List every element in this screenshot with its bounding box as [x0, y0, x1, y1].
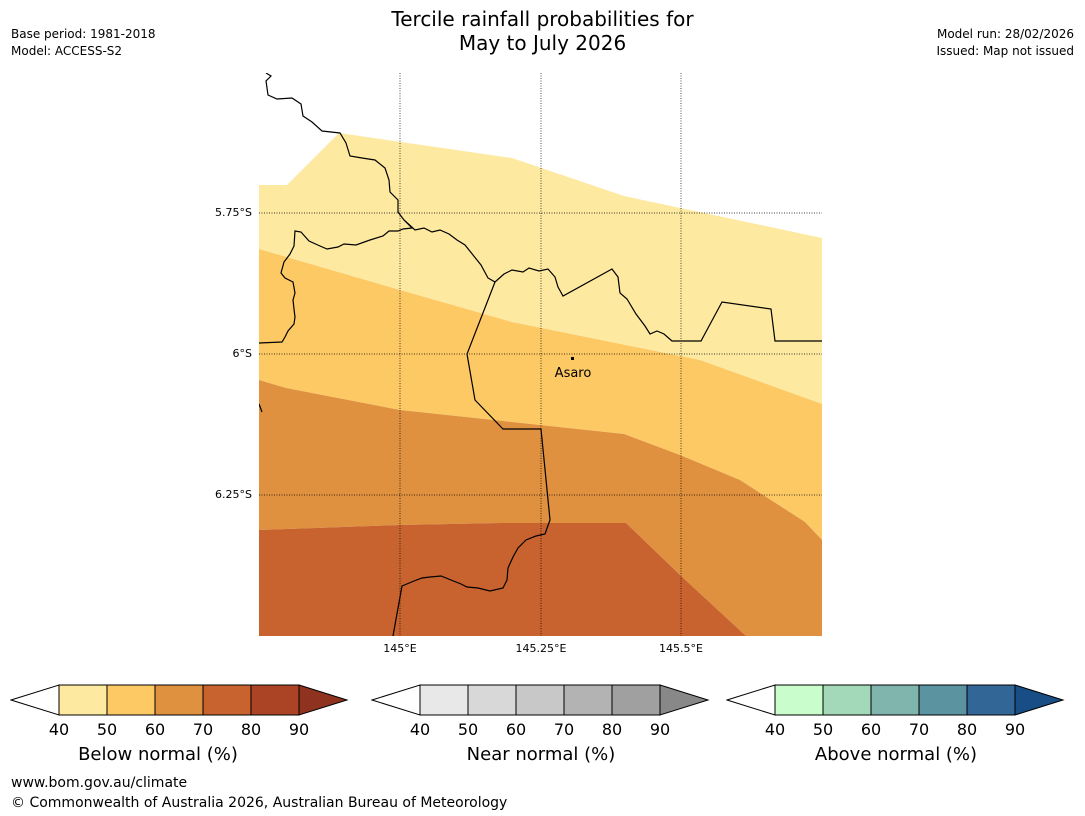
- legend-title-below: Below normal (%): [78, 744, 238, 765]
- band-70-80: [259, 523, 746, 636]
- probability-map[interactable]: Asaro: [0, 0, 1085, 640]
- province-boundaries: [259, 73, 822, 636]
- colorbar-segment-80-90: [250, 684, 300, 716]
- lon-label-145: 145°E: [383, 642, 417, 655]
- colorbar-ticks: 40 50 60 70 80 90: [726, 720, 1066, 740]
- colorbar-segment-80-90: [966, 684, 1016, 716]
- colorbar-segment-80-90: [611, 684, 661, 716]
- tick-label: 80: [956, 720, 978, 739]
- boundary-south: [392, 281, 551, 636]
- base-period-text: Base period: 1981-2018: [11, 27, 156, 41]
- map-title-line2: May to July 2026: [458, 31, 627, 55]
- lat-label-5.75: 5.75°S: [215, 206, 252, 219]
- colorbar-segment-40-50: [774, 684, 824, 716]
- lat-label-6.25: 6.25°S: [215, 488, 252, 501]
- boundary-north-west: [259, 73, 414, 344]
- tick-label: 80: [240, 720, 262, 739]
- asaro-marker[interactable]: [571, 357, 574, 360]
- asaro-label: Asaro: [555, 366, 592, 381]
- tick-label: 40: [764, 720, 786, 739]
- colorbar-segment-60-70: [870, 684, 920, 716]
- lon-label-145.25: 145.25°E: [515, 642, 567, 655]
- lon-label-145.5: 145.5°E: [659, 642, 703, 655]
- tick-label: 70: [908, 720, 930, 739]
- band-50-60: [259, 249, 822, 540]
- lat-label-6: 6°S: [232, 347, 252, 360]
- colorbar-segment-40-50: [419, 684, 469, 716]
- colorbar-right-arrow: [1014, 684, 1065, 716]
- colorbar-segment-70-80: [563, 684, 613, 716]
- tick-label: 90: [649, 720, 671, 739]
- colorbar-segment-50-60: [106, 684, 156, 716]
- tick-label: 50: [457, 720, 479, 739]
- colorbar-segment-60-70: [154, 684, 204, 716]
- tick-label: 50: [96, 720, 118, 739]
- footer-copyright: © Commonwealth of Australia 2026, Austra…: [11, 795, 508, 811]
- colorbar-left-arrow: [371, 684, 421, 716]
- colorbar-ticks: 40 50 60 70 80 90: [371, 720, 711, 740]
- colorbar-left-arrow: [10, 684, 60, 716]
- colorbar-above-normal: [726, 684, 1065, 716]
- boundary-central: [403, 219, 822, 342]
- legend-title-above: Above normal (%): [814, 744, 978, 765]
- boundary-west-fragment: [259, 403, 263, 413]
- legend-near-normal: 40 50 60 70 80 90 Near normal (%): [371, 684, 711, 774]
- model-text: Model: ACCESS-S2: [11, 44, 123, 58]
- issued-text: Issued: Map not issued: [936, 44, 1074, 58]
- colorbar-left-arrow: [726, 684, 776, 716]
- tick-label: 80: [601, 720, 623, 739]
- legend-below-normal: 40 50 60 70 80 90 Below normal (%): [10, 684, 350, 774]
- tick-label: 70: [192, 720, 214, 739]
- meta-left: Base period: 1981-2018 Model: ACCESS-S2: [11, 26, 156, 60]
- colorbar-right-arrow: [298, 684, 349, 716]
- probability-bands: [259, 73, 822, 636]
- footer-url[interactable]: www.bom.gov.au/climate: [11, 775, 188, 791]
- tick-label: 60: [860, 720, 882, 739]
- legend-title-near: Near normal (%): [466, 744, 616, 765]
- colorbar-segment-50-60: [467, 684, 517, 716]
- legend-above-normal: 40 50 60 70 80 90 Above normal (%): [726, 684, 1066, 774]
- colorbar-segment-40-50: [58, 684, 108, 716]
- colorbar-segment-70-80: [202, 684, 252, 716]
- tick-label: 40: [48, 720, 70, 739]
- tick-label: 60: [144, 720, 166, 739]
- colorbar-segment-50-60: [822, 684, 872, 716]
- tick-label: 60: [505, 720, 527, 739]
- colorbar-ticks: 40 50 60 70 80 90: [10, 720, 350, 740]
- colorbar-below-normal: [10, 684, 349, 716]
- tick-label: 50: [812, 720, 834, 739]
- colorbar-near-normal: [371, 684, 710, 716]
- tick-label: 70: [553, 720, 575, 739]
- colorbar-segment-60-70: [515, 684, 565, 716]
- meta-right: Model run: 28/02/2026 Issued: Map not is…: [936, 26, 1074, 60]
- map-title: Tercile rainfall probabilities for May t…: [0, 7, 1085, 55]
- colorbar-right-arrow: [659, 684, 710, 716]
- map-title-line1: Tercile rainfall probabilities for: [391, 7, 694, 31]
- tick-label: 90: [1004, 720, 1026, 739]
- model-run-text: Model run: 28/02/2026: [936, 27, 1074, 41]
- tick-label: 40: [409, 720, 431, 739]
- colorbar-segment-70-80: [918, 684, 968, 716]
- tick-label: 90: [288, 720, 310, 739]
